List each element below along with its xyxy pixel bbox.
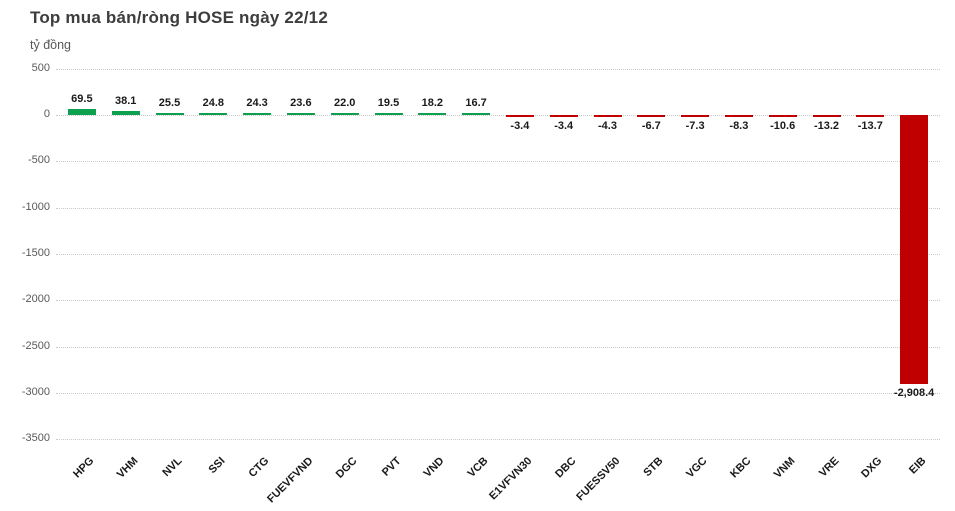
grid-line (56, 392, 940, 394)
value-label-kbc: -8.3 (729, 120, 749, 132)
bar-kbc (724, 115, 753, 117)
bar-fuessv50 (593, 115, 622, 117)
bar-vhm (111, 111, 140, 115)
y-axis-tick-label: -3000 (21, 385, 50, 398)
value-label-dgc: 22.0 (333, 96, 356, 109)
grid-line (56, 300, 940, 302)
bar-fuevfvnd (286, 112, 315, 115)
y-axis-tick-label: -1000 (21, 200, 50, 213)
grid-line (56, 161, 940, 163)
grid-line (56, 115, 940, 116)
bar-nvl (155, 112, 184, 115)
bar-vnm (768, 115, 797, 117)
y-axis-tick-label: -2500 (21, 339, 50, 352)
bar-vgc (681, 115, 710, 117)
value-label-vhm: 38.1 (114, 95, 137, 108)
bar-vcb (462, 113, 491, 115)
y-axis-tick-label: -2000 (21, 293, 50, 306)
y-axis-tick-label: -1500 (21, 246, 50, 259)
bar-ctg (243, 112, 272, 115)
bar-hpg (67, 108, 96, 115)
value-label-dxg: -13.7 (857, 120, 883, 132)
bar-dgc (330, 112, 359, 115)
bar-dbc (549, 115, 578, 117)
bar-vre (812, 115, 841, 117)
grid-line (56, 68, 940, 70)
y-axis-tick-label: 0 (43, 108, 50, 120)
bar-pvt (374, 113, 403, 115)
y-axis-tick-label: -3500 (21, 432, 50, 445)
y-axis-tick-label: -500 (27, 154, 50, 167)
chart-title: Top mua bán/ròng HOSE ngày 22/12 (30, 8, 328, 27)
value-label-eib: -2,908.4 (893, 387, 935, 400)
value-label-vcb: 16.7 (465, 97, 487, 109)
bar-e1vfvn30 (505, 115, 534, 117)
x-axis-label-hpg: HPG (71, 455, 97, 481)
bar-eib (900, 115, 929, 385)
value-label-stb: -6.7 (641, 120, 661, 132)
bar-ssi (199, 112, 228, 115)
value-label-dbc: -3.4 (554, 120, 574, 132)
value-label-vnm: -10.6 (770, 120, 796, 132)
value-label-hpg: 69.5 (71, 92, 93, 105)
value-label-fuevfvnd: 23.6 (290, 96, 312, 109)
bar-dxg (856, 115, 885, 117)
value-label-vnd: 18.2 (421, 97, 443, 109)
value-label-pvt: 19.5 (377, 97, 400, 109)
grid-line (56, 207, 940, 209)
value-label-vgc: -7.3 (685, 120, 705, 132)
value-label-nvl: 25.5 (158, 96, 181, 109)
value-label-e1vfvn30: -3.4 (510, 120, 530, 132)
value-label-vre: -13.2 (813, 120, 840, 132)
value-label-ctg: 24.3 (246, 96, 268, 109)
bar-vnd (418, 113, 447, 115)
grid-line (56, 253, 940, 255)
y-axis-tick-label: 500 (31, 61, 50, 74)
bar-stb (637, 115, 666, 117)
grid-line (56, 439, 940, 441)
value-label-ssi: 24.8 (202, 96, 224, 109)
value-label-fuessv50: -4.3 (598, 120, 617, 132)
y-axis-unit-label: tỷ đồng (30, 38, 72, 52)
grid-line (56, 346, 940, 348)
